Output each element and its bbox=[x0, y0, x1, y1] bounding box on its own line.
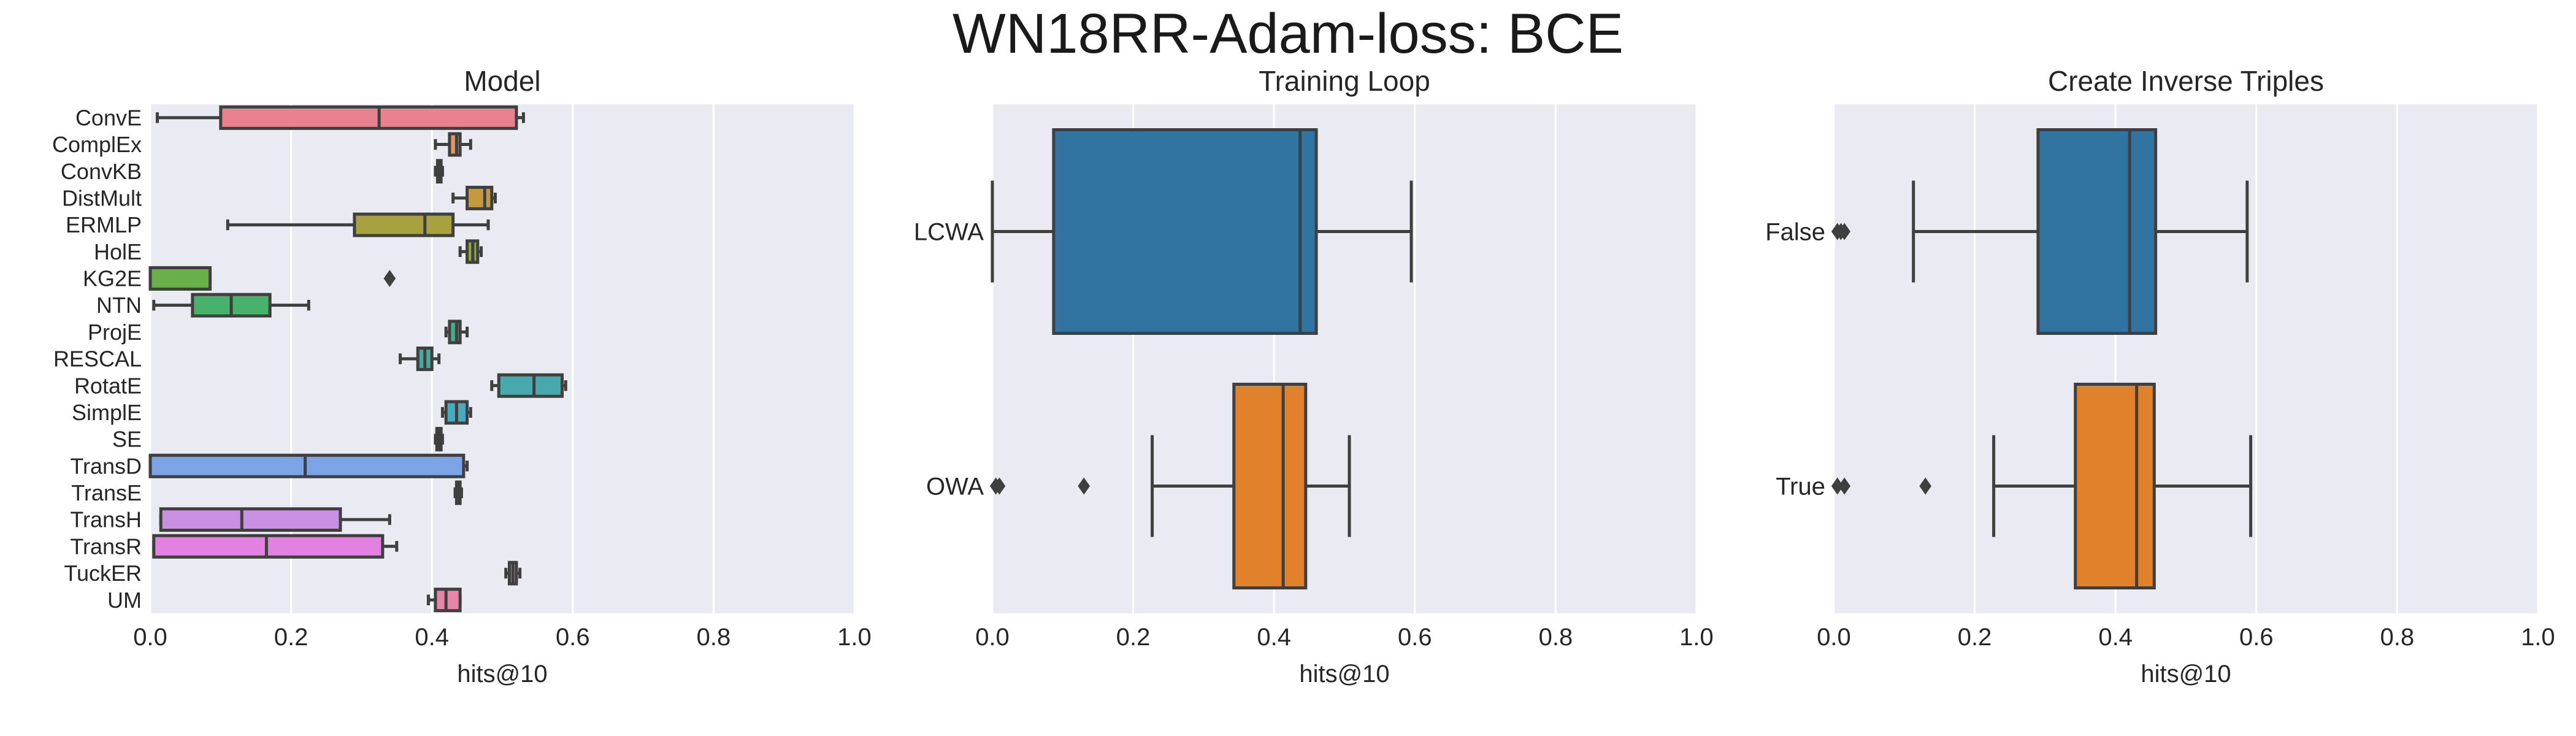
x-axis-label: hits@10 bbox=[1299, 661, 1389, 688]
x-tick-label: 0.6 bbox=[1398, 624, 1432, 651]
outlier-marker bbox=[383, 269, 396, 287]
y-tick-label: True bbox=[1776, 473, 1825, 500]
x-tick-label: 0.0 bbox=[975, 624, 1010, 651]
x-tick-label: 0.6 bbox=[2239, 624, 2274, 651]
y-tick-label: ConvKB bbox=[61, 159, 142, 184]
y-tick-label: TransD bbox=[70, 453, 142, 478]
y-tick-label: LCWA bbox=[914, 219, 984, 246]
plot-area bbox=[1834, 104, 2538, 613]
box-LCWA bbox=[1052, 128, 1318, 335]
y-tick-label: RESCAL bbox=[53, 347, 142, 372]
box-True bbox=[2074, 383, 2156, 589]
box-KG2E bbox=[148, 266, 212, 291]
x-tick-label: 0.4 bbox=[1257, 624, 1291, 651]
y-tick-label: TransE bbox=[71, 480, 142, 505]
y-tick-label: RotatE bbox=[74, 373, 142, 398]
x-tick-label: 1.0 bbox=[837, 624, 872, 651]
y-tick-label: SE bbox=[112, 427, 142, 452]
x-tick-label: 0.8 bbox=[1539, 624, 1573, 651]
y-tick-label: ComplEx bbox=[52, 132, 142, 157]
outlier-marker bbox=[1838, 477, 1851, 495]
box-ComplEx bbox=[448, 132, 462, 157]
y-tick-label: TransH bbox=[70, 507, 142, 532]
x-tick-label: 0.6 bbox=[556, 624, 590, 651]
x-tick-label: 0.0 bbox=[133, 624, 167, 651]
box-TransD bbox=[148, 453, 466, 478]
box-TransR bbox=[152, 534, 385, 559]
y-tick-label: NTN bbox=[96, 293, 142, 318]
box-False bbox=[2036, 128, 2158, 335]
y-tick-label: ConvE bbox=[75, 105, 142, 130]
y-tick-label: SimplE bbox=[72, 400, 142, 425]
x-tick-label: 0.2 bbox=[1116, 624, 1151, 651]
box-TransH bbox=[159, 507, 342, 532]
box-UM bbox=[434, 588, 462, 613]
x-tick-label: 0.0 bbox=[1817, 624, 1851, 651]
box-ERMLP bbox=[353, 212, 455, 237]
x-axis-label: hits@10 bbox=[2141, 661, 2231, 688]
outlier-marker bbox=[1919, 477, 1932, 495]
outlier-marker bbox=[1831, 477, 1844, 495]
y-tick-label: TransR bbox=[70, 534, 142, 559]
panel-title: Create Inverse Triples bbox=[2048, 65, 2324, 97]
y-tick-label: KG2E bbox=[83, 266, 142, 291]
box-RotatE bbox=[497, 373, 564, 398]
y-tick-label: HolE bbox=[94, 239, 142, 264]
x-tick-label: 0.4 bbox=[415, 624, 449, 651]
y-tick-label: ERMLP bbox=[66, 212, 142, 237]
x-axis-label: hits@10 bbox=[457, 661, 547, 688]
y-tick-label: ProjE bbox=[88, 320, 142, 345]
y-tick-label: False bbox=[1765, 219, 1825, 246]
y-tick-label: DistMult bbox=[62, 185, 142, 210]
x-tick-label: 0.8 bbox=[2380, 624, 2415, 651]
y-tick-label: TuckER bbox=[64, 561, 142, 586]
x-tick-label: 0.2 bbox=[1958, 624, 1992, 651]
outlier-marker bbox=[1078, 477, 1091, 495]
outlier-marker bbox=[993, 477, 1006, 495]
x-tick-label: 0.8 bbox=[697, 624, 731, 651]
x-tick-label: 0.4 bbox=[2098, 624, 2133, 651]
figure-title: WN18RR-Adam-loss: BCE bbox=[953, 2, 1623, 65]
box-DistMult bbox=[466, 185, 494, 210]
panel-title: Model bbox=[464, 65, 540, 97]
x-tick-label: 1.0 bbox=[2521, 624, 2555, 651]
box-ProjE bbox=[448, 320, 462, 345]
y-tick-label: OWA bbox=[926, 473, 984, 500]
outlier-marker bbox=[1838, 223, 1851, 240]
x-tick-label: 1.0 bbox=[1679, 624, 1714, 651]
y-tick-label: UM bbox=[107, 588, 142, 613]
box-OWA bbox=[1232, 383, 1308, 589]
x-tick-label: 0.2 bbox=[274, 624, 309, 651]
panel-title: Training Loop bbox=[1259, 65, 1430, 97]
box-ConvE bbox=[219, 105, 518, 130]
